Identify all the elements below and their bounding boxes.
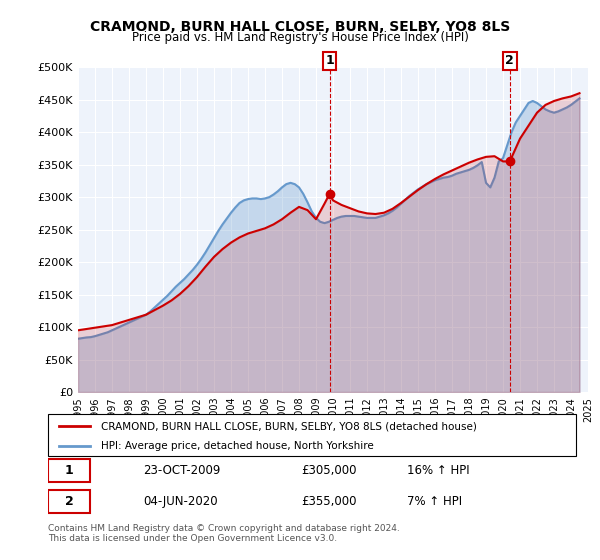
Text: £305,000: £305,000 <box>301 464 357 477</box>
Text: 23-OCT-2009: 23-OCT-2009 <box>143 464 220 477</box>
Text: 16% ↑ HPI: 16% ↑ HPI <box>407 464 470 477</box>
Text: 2: 2 <box>505 54 514 67</box>
FancyBboxPatch shape <box>48 459 90 482</box>
Text: Price paid vs. HM Land Registry's House Price Index (HPI): Price paid vs. HM Land Registry's House … <box>131 31 469 44</box>
Text: 04-JUN-2020: 04-JUN-2020 <box>143 495 218 508</box>
Text: 1: 1 <box>65 464 73 477</box>
Text: 7% ↑ HPI: 7% ↑ HPI <box>407 495 462 508</box>
Text: £355,000: £355,000 <box>301 495 357 508</box>
Text: Contains HM Land Registry data © Crown copyright and database right 2024.
This d: Contains HM Land Registry data © Crown c… <box>48 524 400 543</box>
FancyBboxPatch shape <box>48 414 576 456</box>
FancyBboxPatch shape <box>48 489 90 513</box>
Text: HPI: Average price, detached house, North Yorkshire: HPI: Average price, detached house, Nort… <box>101 441 374 451</box>
Text: 1: 1 <box>325 54 334 67</box>
Text: 2: 2 <box>65 495 73 508</box>
Text: CRAMOND, BURN HALL CLOSE, BURN, SELBY, YO8 8LS: CRAMOND, BURN HALL CLOSE, BURN, SELBY, Y… <box>90 20 510 34</box>
Text: CRAMOND, BURN HALL CLOSE, BURN, SELBY, YO8 8LS (detached house): CRAMOND, BURN HALL CLOSE, BURN, SELBY, Y… <box>101 421 476 431</box>
